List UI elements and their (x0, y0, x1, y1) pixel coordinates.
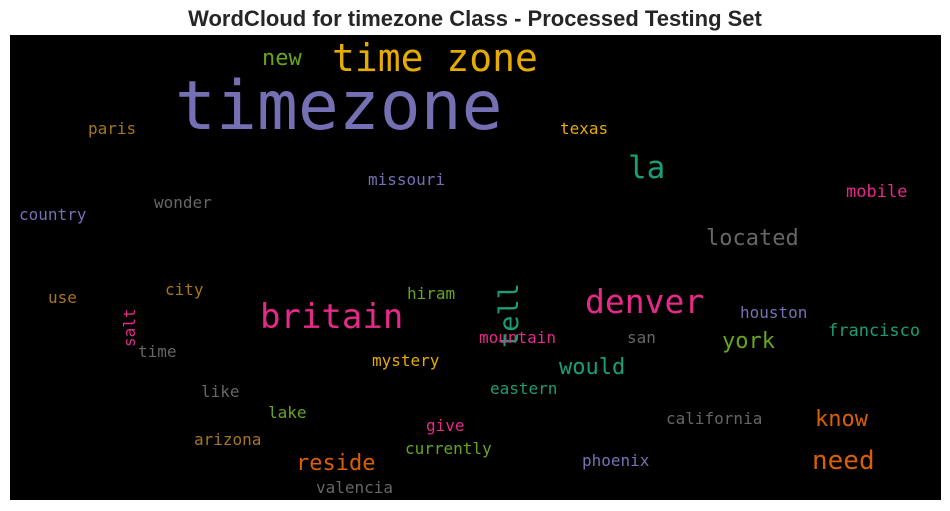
cloud-word-britain: britain (260, 297, 404, 337)
cloud-word-give: give (426, 416, 465, 435)
cloud-word-lake: lake (268, 403, 307, 422)
cloud-word-phoenix: phoenix (582, 451, 650, 470)
cloud-word-need: need (812, 446, 875, 476)
chart-title: WordCloud for timezone Class - Processed… (188, 6, 762, 31)
cloud-word-time-zone: time zone (332, 36, 538, 80)
cloud-word-denver: denver (585, 282, 705, 321)
cloud-word-arizona: arizona (194, 430, 262, 449)
cloud-word-like: like (201, 382, 240, 401)
cloud-word-country: country (19, 205, 87, 224)
cloud-word-city: city (165, 280, 204, 299)
cloud-word-salt: salt (120, 308, 139, 348)
wordcloud-panel: timezone time zone britain denver la tell need… (10, 35, 941, 500)
cloud-word-time: time (138, 342, 177, 361)
cloud-word-eastern: eastern (490, 379, 558, 398)
cloud-word-york: york (722, 329, 775, 354)
cloud-word-valencia: valencia (316, 478, 394, 497)
cloud-word-located: located (706, 226, 799, 251)
cloud-word-texas: texas (560, 119, 609, 138)
cloud-word-san: san (627, 328, 656, 347)
cloud-word-francisco: francisco (828, 321, 921, 341)
cloud-word-use: use (48, 288, 77, 307)
cloud-word-timezone: timezone (175, 67, 503, 146)
cloud-word-mobile: mobile (846, 182, 908, 202)
cloud-word-hiram: hiram (407, 284, 456, 303)
cloud-word-wonder: wonder (154, 193, 212, 212)
cloud-word-mystery: mystery (372, 351, 440, 370)
cloud-word-paris: paris (88, 119, 137, 138)
cloud-word-reside: reside (296, 451, 376, 476)
cloud-word-know: know (815, 407, 868, 432)
cloud-word-new: new (262, 46, 302, 71)
cloud-word-california: california (666, 409, 763, 428)
cloud-word-currently: currently (405, 439, 492, 458)
cloud-word-would: would (559, 355, 626, 380)
cloud-word-missouri: missouri (368, 170, 446, 189)
cloud-word-la: la (628, 150, 666, 186)
cloud-word-houston: houston (740, 303, 808, 322)
cloud-word-mountain: mountain (479, 328, 557, 347)
